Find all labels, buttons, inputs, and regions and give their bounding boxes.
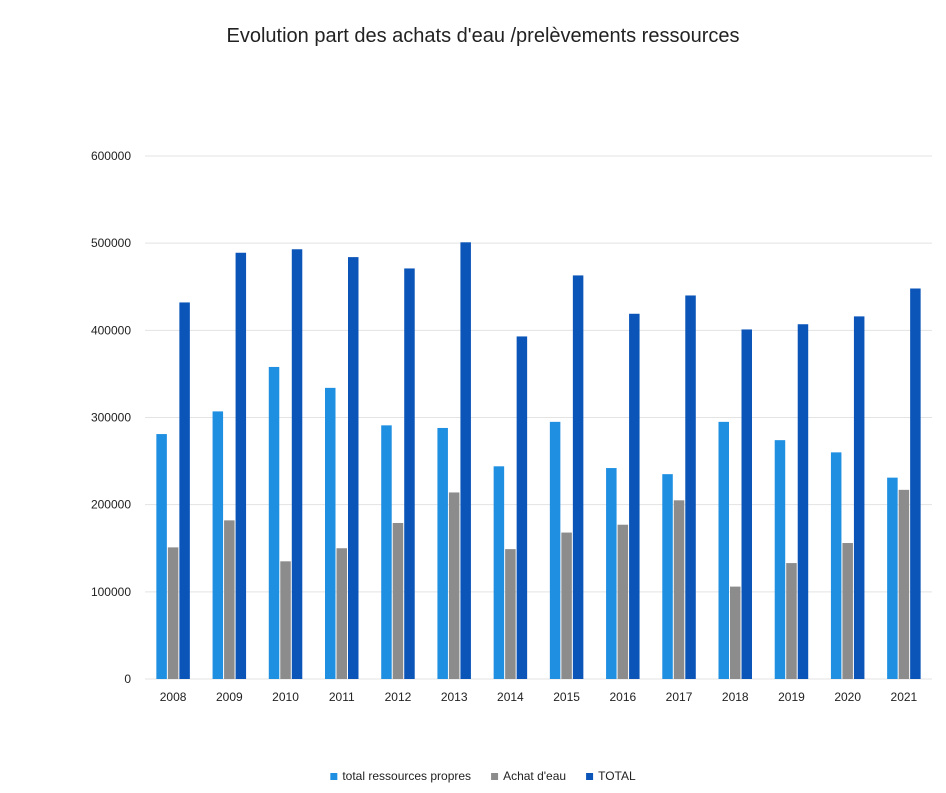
legend-swatch-total (586, 773, 594, 780)
bar-achat-d-eau-2017 (673, 500, 685, 679)
x-tick-label: 2008 (160, 690, 187, 704)
bar-total-2009 (235, 252, 247, 679)
bar-total-ressources-propres-2012 (381, 425, 392, 679)
x-axis-ticks: 2008 2009 2010 2011 2012 2013 2014 2015 2016 2017… (160, 690, 918, 704)
y-tick-label: 200000 (91, 498, 131, 512)
x-tick-label: 2011 (329, 690, 355, 704)
bar-total-ressources-propres-2019 (774, 440, 786, 679)
y-tick-label: 0 (124, 672, 131, 686)
bar-total-ressources-propres-2008 (156, 434, 167, 679)
bar-total-2019 (797, 324, 809, 679)
bar-achat-d-eau-2013 (448, 492, 460, 679)
legend: total ressources propres Achat d'eau TOTAL (330, 769, 636, 783)
x-tick-label: 2016 (609, 690, 636, 704)
bar-total-2017 (685, 295, 696, 679)
x-tick-label: 2009 (216, 690, 243, 704)
bar-total-2012 (404, 268, 415, 679)
bar-achat-d-eau-2008 (167, 547, 179, 679)
bar-total-2013 (460, 242, 471, 680)
x-tick-label: 2017 (666, 690, 693, 704)
bar-total-2011 (348, 257, 359, 679)
bar-achat-d-eau-2010 (280, 561, 291, 679)
bar-total-ressources-propres-2015 (549, 421, 561, 679)
legend-swatch-achat-d-eau (491, 773, 499, 780)
bar-total-ressources-propres-2014 (493, 466, 505, 679)
bar-total-2020 (853, 316, 865, 679)
legend-label-total-ressources-propres: total ressources propres (342, 769, 471, 783)
x-tick-label: 2014 (497, 690, 524, 704)
bar-total-2018 (741, 329, 752, 679)
chart-title: Evolution part des achats d'eau /prelève… (227, 25, 740, 47)
bar-total-2016 (629, 313, 640, 679)
bar-total-ressources-propres-2017 (662, 474, 673, 679)
y-tick-label: 400000 (91, 323, 131, 337)
y-axis-ticks: 0 100000 200000 300000 400000 500000 600000 (91, 149, 131, 686)
x-tick-label: 2010 (272, 690, 299, 704)
bar-achat-d-eau-2021 (898, 489, 910, 679)
bars (156, 242, 921, 680)
x-tick-label: 2018 (722, 690, 749, 704)
bar-total-ressources-propres-2011 (325, 387, 336, 679)
y-tick-label: 100000 (91, 585, 131, 599)
bar-total-2008 (179, 302, 190, 679)
bar-total-ressources-propres-2018 (718, 421, 729, 679)
x-tick-label: 2015 (553, 690, 580, 704)
bar-total-ressources-propres-2013 (437, 427, 448, 679)
bar-total-2021 (910, 288, 921, 679)
legend-swatch-total-ressources-propres (330, 773, 338, 780)
bar-total-ressources-propres-2010 (268, 366, 280, 679)
legend-label-total: TOTAL (598, 769, 636, 783)
x-tick-label: 2012 (385, 690, 412, 704)
bar-achat-d-eau-2012 (392, 522, 404, 679)
bar-achat-d-eau-2019 (786, 563, 797, 679)
x-tick-label: 2019 (778, 690, 805, 704)
x-tick-label: 2020 (834, 690, 861, 704)
y-tick-label: 500000 (91, 236, 131, 250)
bar-achat-d-eau-2014 (505, 549, 516, 679)
bar-achat-d-eau-2016 (617, 524, 629, 679)
x-tick-label: 2021 (891, 690, 918, 704)
bar-total-2014 (516, 336, 528, 679)
gridlines (145, 155, 932, 680)
bar-total-ressources-propres-2009 (212, 411, 224, 679)
bar-achat-d-eau-2018 (730, 586, 741, 679)
bar-total-2010 (291, 249, 303, 680)
y-tick-label: 300000 (91, 411, 131, 425)
bar-achat-d-eau-2011 (336, 548, 347, 679)
bar-total-ressources-propres-2021 (887, 477, 898, 679)
bar-total-2015 (572, 275, 584, 679)
bar-achat-d-eau-2020 (842, 543, 853, 679)
bar-achat-d-eau-2009 (224, 520, 235, 679)
bar-total-ressources-propres-2016 (606, 468, 617, 679)
x-tick-label: 2013 (441, 690, 468, 704)
legend-label-achat-d-eau: Achat d'eau (503, 769, 566, 783)
bar-total-ressources-propres-2020 (830, 452, 842, 679)
bar-achat-d-eau-2015 (561, 532, 572, 679)
y-tick-label: 600000 (91, 149, 131, 163)
